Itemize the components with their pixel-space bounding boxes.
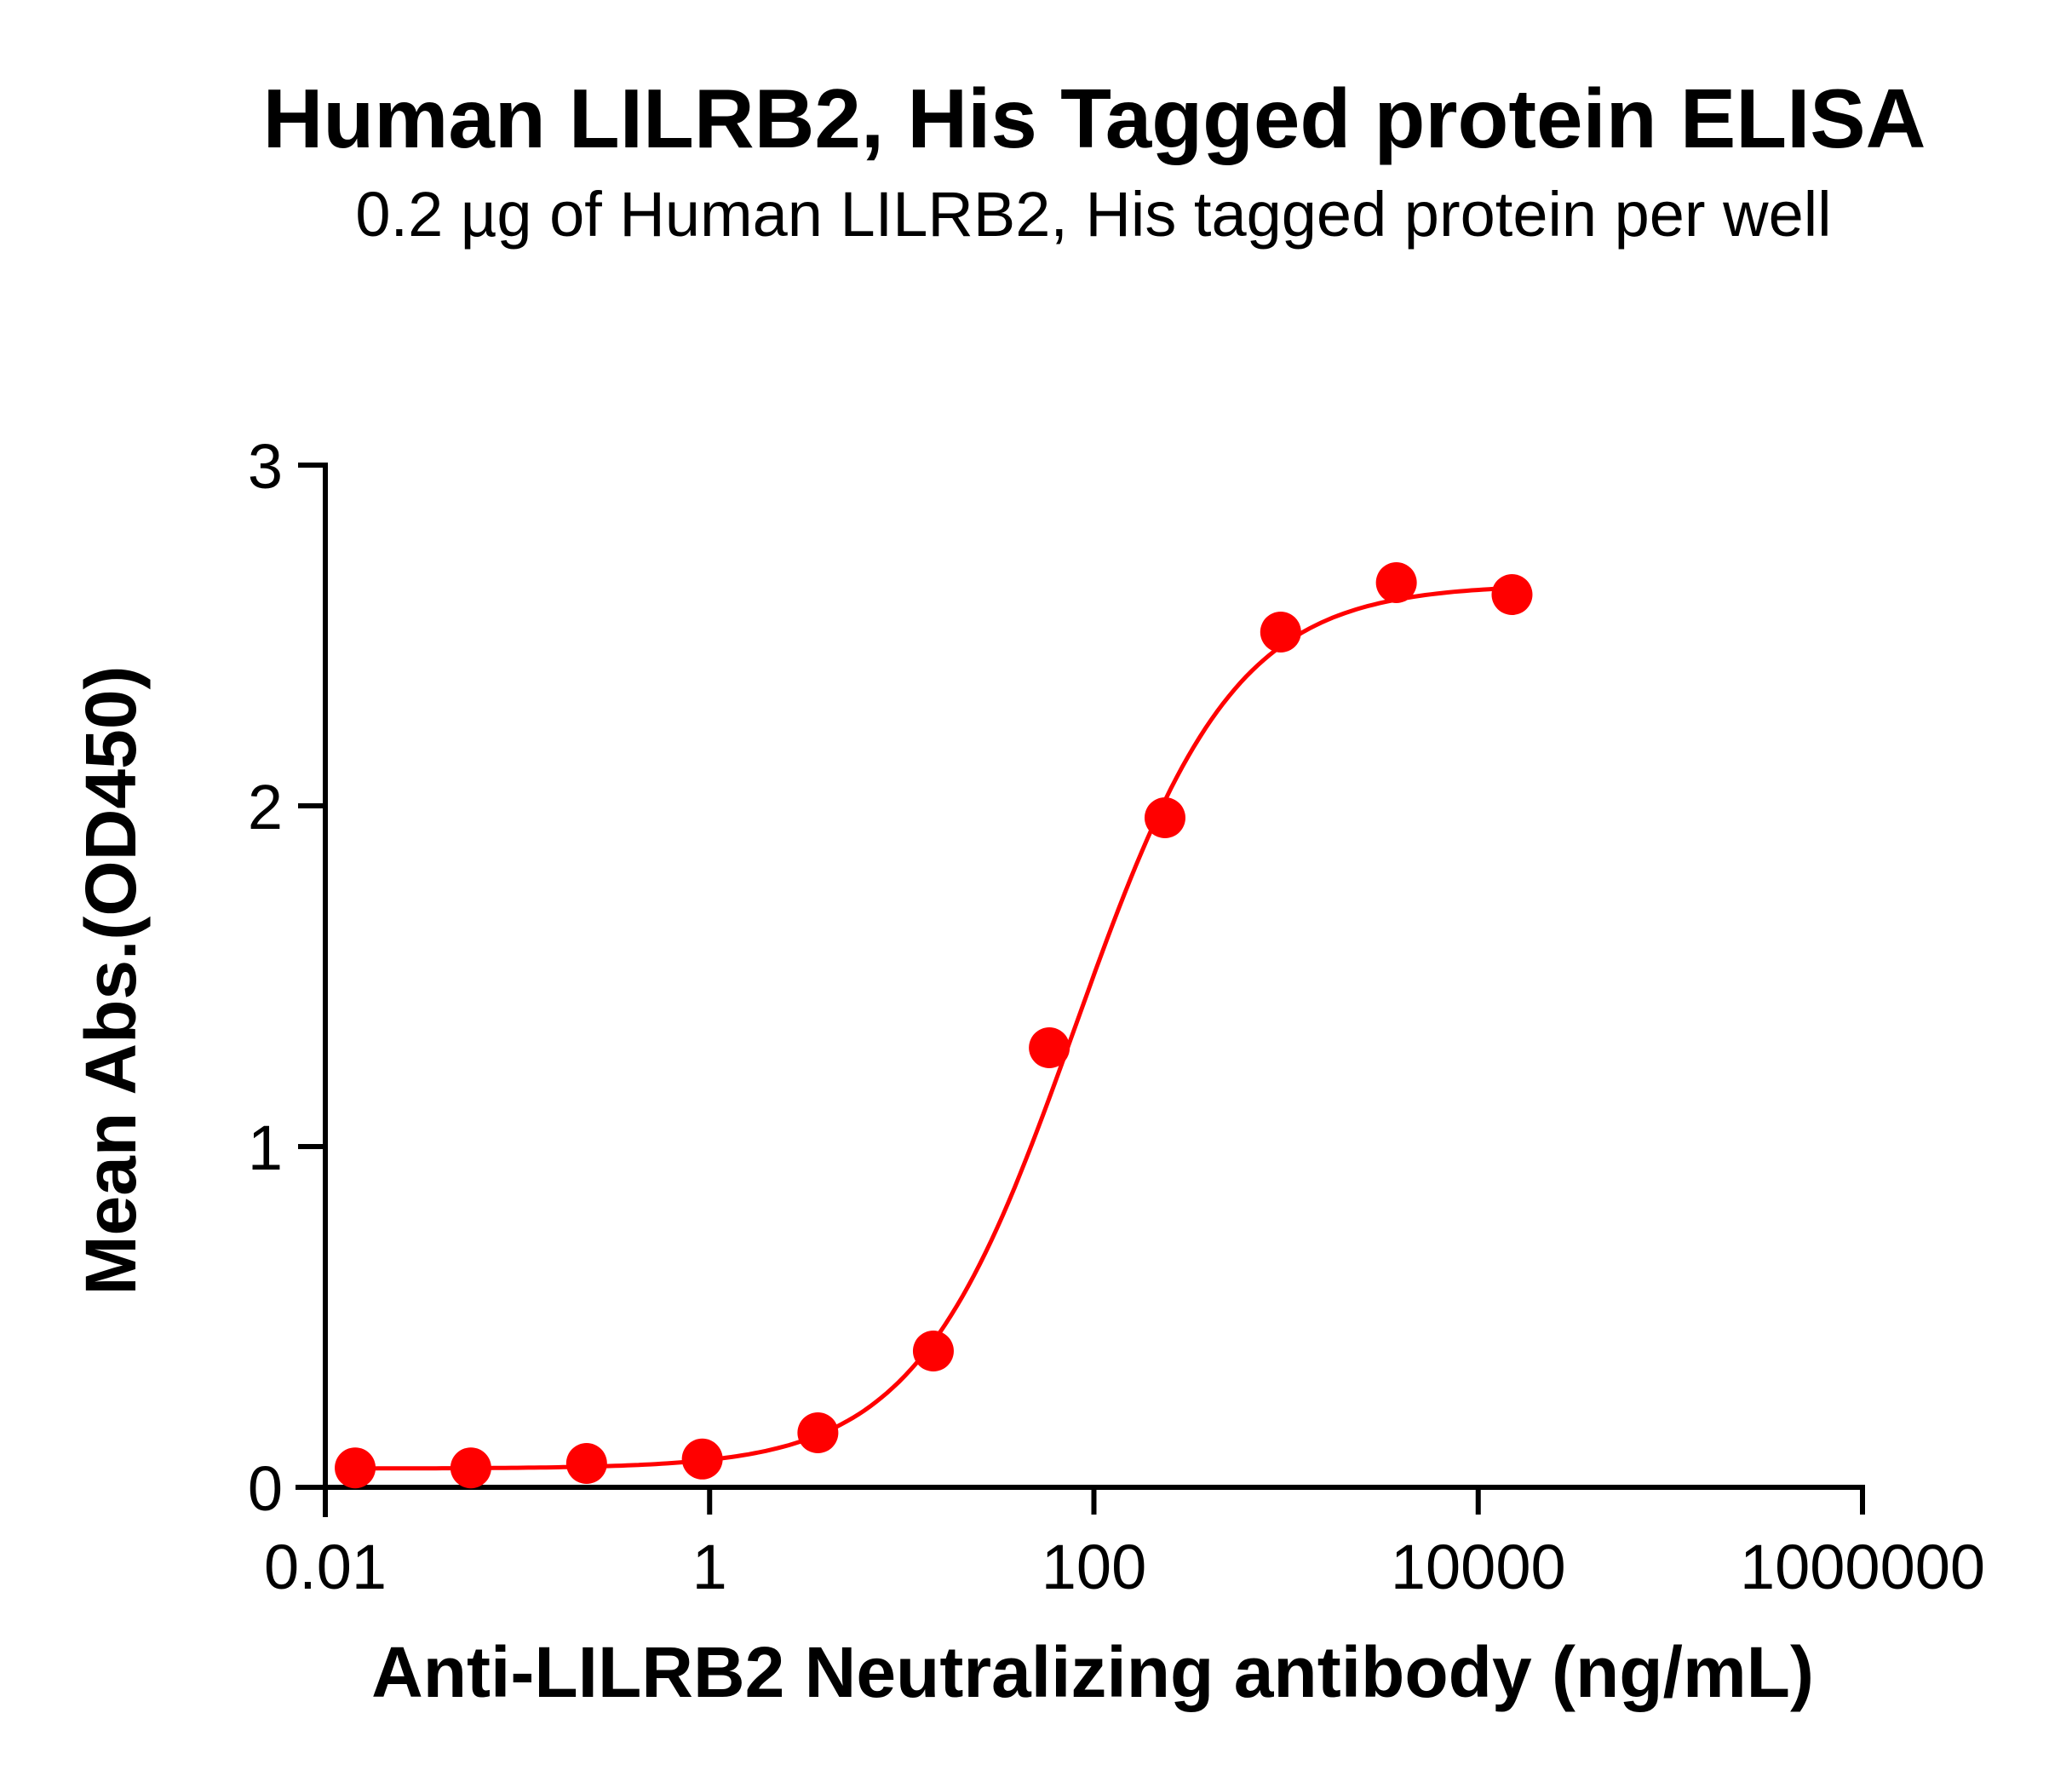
- data-point: [681, 1438, 723, 1480]
- data-point: [797, 1412, 839, 1453]
- data-point: [1144, 797, 1185, 838]
- y-axis-ticks: 0 1 2 3: [248, 431, 325, 1524]
- x-tick-label: 100: [1042, 1532, 1146, 1602]
- data-point: [1029, 1027, 1070, 1068]
- y-tick-label: 0: [248, 1453, 283, 1524]
- x-axis-title: Anti-LILRB2 Neutralizing antibody (ng/mL…: [371, 1632, 1814, 1712]
- data-points: [335, 562, 1533, 1489]
- data-point: [1260, 612, 1301, 653]
- x-tick-label: 1000000: [1740, 1532, 1985, 1602]
- data-point: [1375, 562, 1417, 603]
- y-tick-label: 3: [248, 431, 283, 502]
- chart-subtitle: 0.2 µg of Human LILRB2, His tagged prote…: [355, 179, 1831, 250]
- data-point: [450, 1447, 491, 1489]
- plot-area: 0 1 2 3 0.01 1 100 10000 1000000: [248, 431, 1985, 1602]
- data-point: [1491, 574, 1533, 615]
- y-tick-label: 2: [248, 772, 283, 842]
- data-point: [565, 1443, 607, 1484]
- x-tick-label: 0.01: [264, 1532, 387, 1602]
- x-axis-ticks: 0.01 1 100 10000 1000000: [264, 1487, 1985, 1602]
- chart-title: Human LILRB2, His Tagged protein ELISA: [263, 72, 1926, 165]
- x-tick-label: 10000: [1391, 1532, 1566, 1602]
- y-tick-label: 1: [248, 1112, 283, 1183]
- y-axis-title: Mean Abs.(OD450): [71, 665, 151, 1295]
- data-point: [335, 1447, 376, 1489]
- x-tick-label: 1: [692, 1532, 727, 1602]
- data-point: [912, 1331, 954, 1371]
